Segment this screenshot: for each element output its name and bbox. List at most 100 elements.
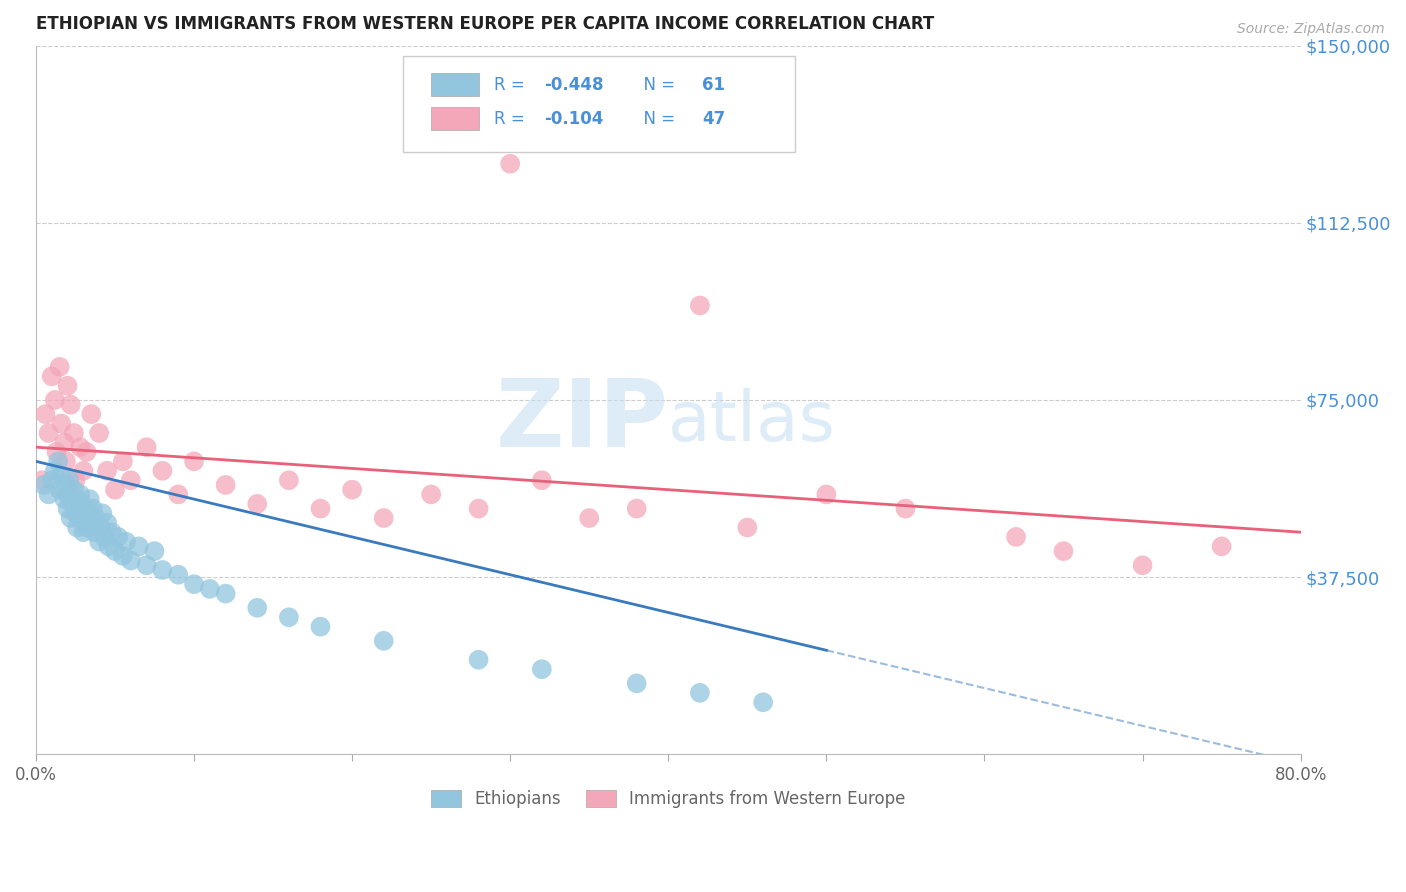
Text: R =: R = [494, 110, 530, 128]
Point [96, 464, 118, 478]
Point [56, 501, 79, 516]
Point [67, 501, 90, 516]
Point [69, 440, 91, 454]
FancyBboxPatch shape [430, 73, 478, 96]
Point [373, 633, 395, 648]
Point [420, 487, 443, 501]
Point [530, 473, 553, 487]
Point [79, 492, 101, 507]
Point [135, 558, 157, 573]
FancyBboxPatch shape [402, 56, 794, 152]
Point [80, 407, 103, 421]
Point [96, 516, 118, 530]
Point [89, 425, 111, 440]
Point [1211, 540, 1233, 554]
Point [76, 445, 98, 459]
Point [626, 501, 648, 516]
Point [51, 468, 73, 483]
Point [111, 549, 134, 563]
Point [72, 511, 94, 525]
FancyBboxPatch shape [430, 107, 478, 130]
Point [69, 487, 91, 501]
Point [340, 483, 363, 497]
Text: 47: 47 [703, 110, 725, 128]
Point [120, 553, 142, 567]
Point [143, 544, 166, 558]
Point [38, 487, 60, 501]
Point [1052, 544, 1074, 558]
Legend: Ethiopians, Immigrants from Western Europe: Ethiopians, Immigrants from Western Euro… [423, 782, 914, 817]
Point [246, 497, 269, 511]
Point [499, 157, 522, 171]
Point [183, 454, 205, 468]
Point [152, 563, 174, 577]
Point [91, 506, 114, 520]
Point [309, 501, 332, 516]
Point [63, 425, 86, 440]
Point [56, 378, 79, 392]
Point [135, 440, 157, 454]
Point [83, 525, 105, 540]
Point [467, 653, 489, 667]
Point [44, 464, 66, 478]
Point [128, 540, 150, 554]
Text: -0.104: -0.104 [544, 110, 603, 128]
Point [72, 464, 94, 478]
Text: N =: N = [633, 76, 681, 94]
Point [82, 501, 104, 516]
Point [65, 506, 87, 520]
Point [90, 520, 112, 534]
Text: 61: 61 [703, 76, 725, 94]
Point [689, 686, 711, 700]
Point [58, 473, 80, 487]
Point [45, 445, 67, 459]
Point [56, 487, 79, 501]
Text: atlas: atlas [668, 388, 837, 455]
Point [51, 417, 73, 431]
Point [48, 359, 70, 374]
Point [31, 473, 53, 487]
Point [467, 501, 489, 516]
Point [530, 662, 553, 676]
Point [183, 577, 205, 591]
Point [80, 516, 103, 530]
Point [309, 620, 332, 634]
Point [198, 582, 221, 596]
Point [626, 676, 648, 690]
Point [101, 525, 124, 540]
Text: R =: R = [494, 76, 530, 94]
Point [894, 501, 917, 516]
Point [34, 407, 56, 421]
Point [1132, 558, 1154, 573]
Point [104, 483, 127, 497]
Point [689, 298, 711, 312]
Point [93, 530, 115, 544]
Point [1005, 530, 1028, 544]
Point [167, 567, 190, 582]
Text: ZIP: ZIP [495, 376, 668, 467]
Point [214, 586, 236, 600]
Point [32, 478, 55, 492]
Point [815, 487, 838, 501]
Point [152, 464, 174, 478]
Point [69, 511, 91, 525]
Text: ETHIOPIAN VS IMMIGRANTS FROM WESTERN EUROPE PER CAPITA INCOME CORRELATION CHART: ETHIOPIAN VS IMMIGRANTS FROM WESTERN EUR… [37, 15, 934, 33]
Point [60, 497, 83, 511]
Point [59, 511, 82, 525]
Point [72, 525, 94, 540]
Text: -0.448: -0.448 [544, 76, 603, 94]
Point [120, 473, 142, 487]
Point [76, 520, 98, 534]
Point [578, 511, 600, 525]
Point [737, 520, 759, 534]
Text: N =: N = [633, 110, 681, 128]
Text: Source: ZipAtlas.com: Source: ZipAtlas.com [1237, 22, 1385, 37]
Point [167, 487, 190, 501]
Point [41, 369, 63, 384]
Point [53, 435, 76, 450]
Point [73, 501, 96, 516]
Point [41, 473, 63, 487]
Point [48, 483, 70, 497]
Point [70, 497, 93, 511]
Point [44, 392, 66, 407]
